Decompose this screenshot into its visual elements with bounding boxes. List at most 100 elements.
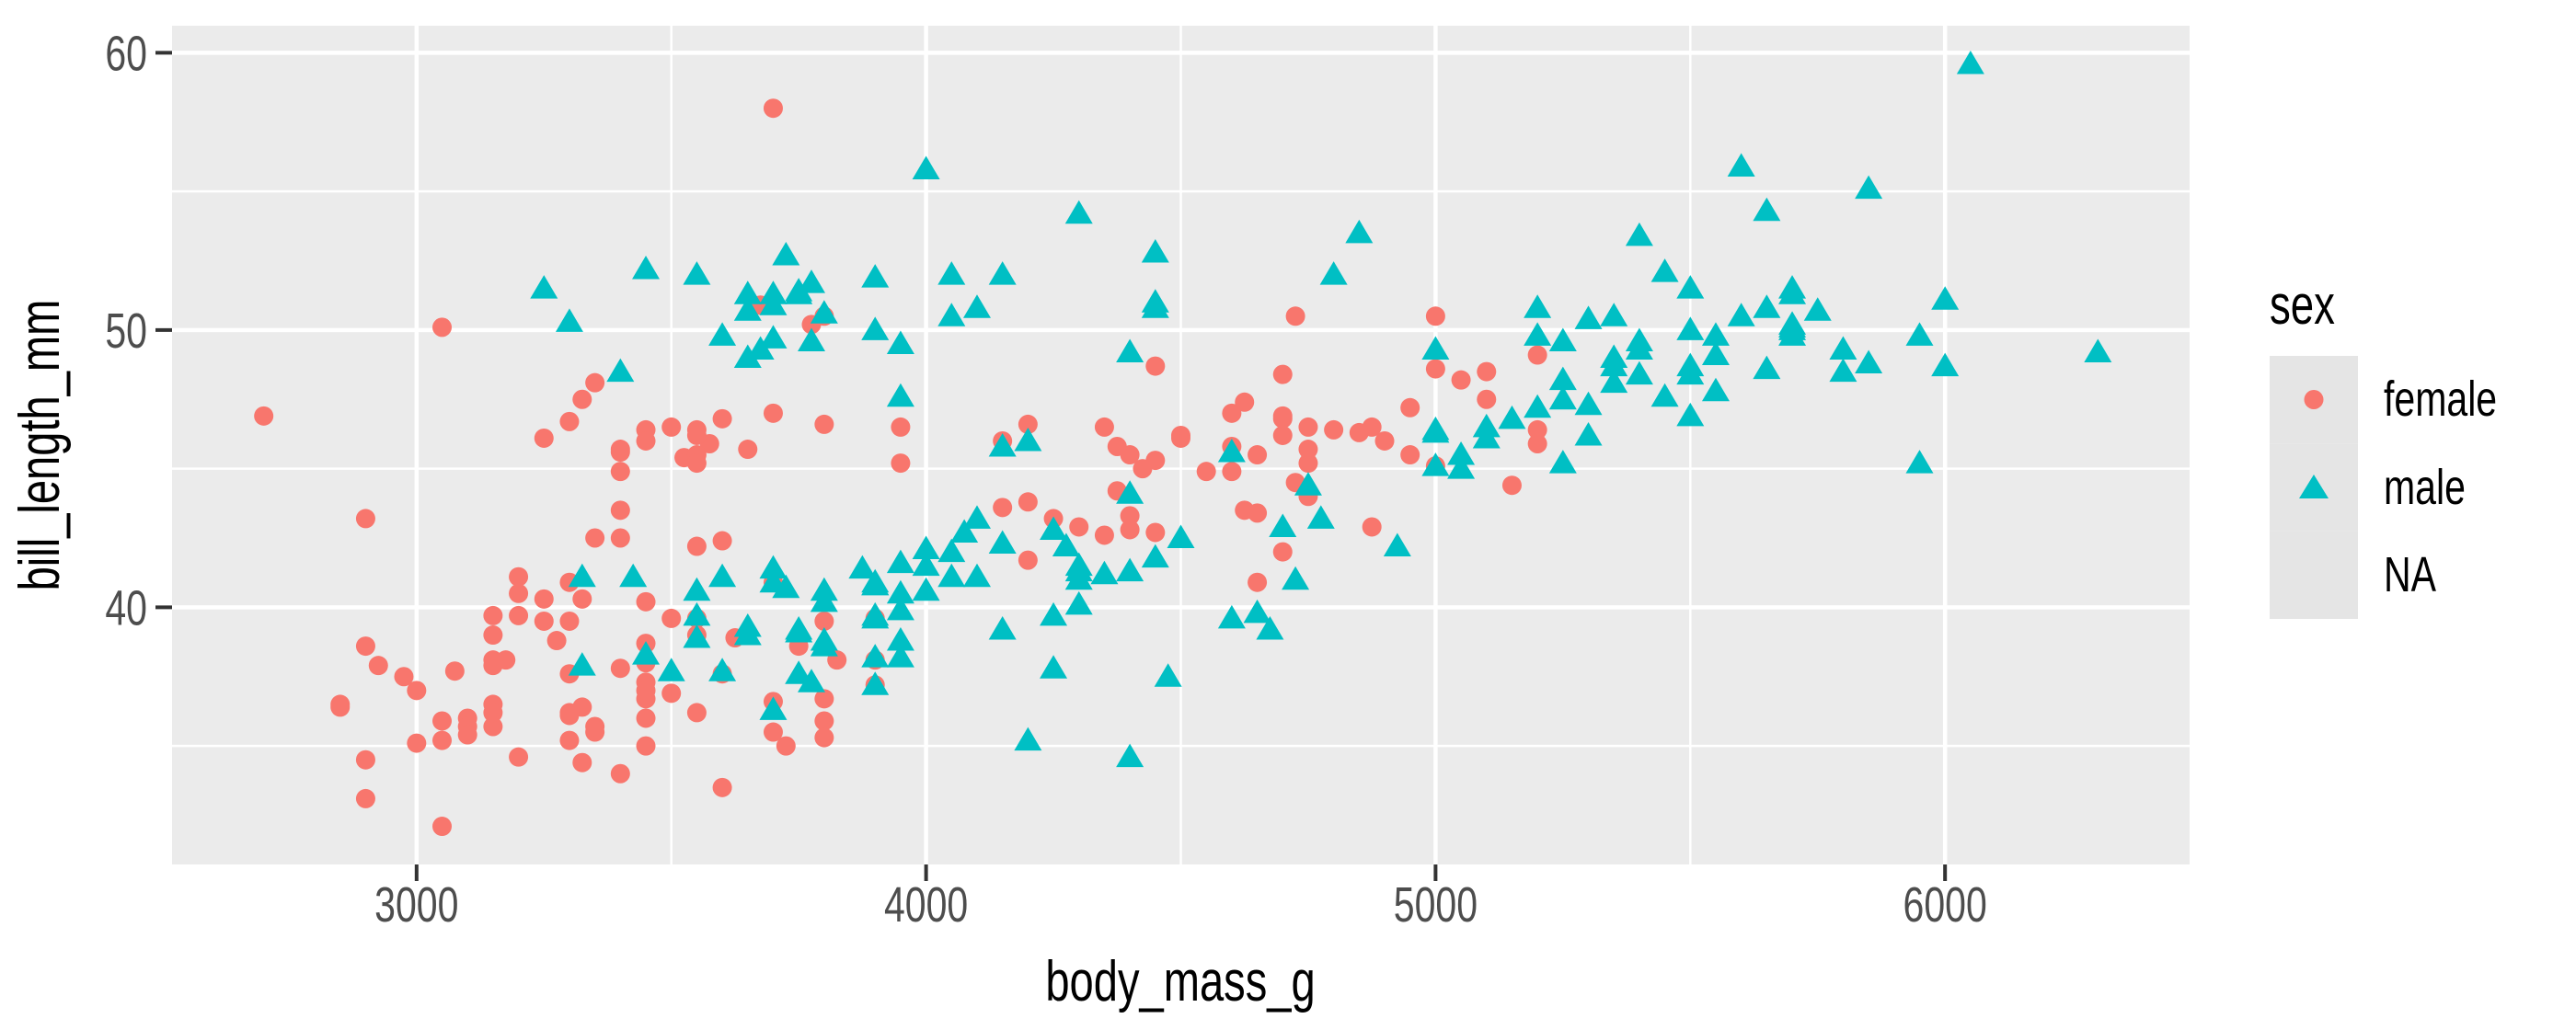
data-point-female xyxy=(1298,417,1318,437)
data-point-male xyxy=(912,155,940,180)
data-point-male xyxy=(1154,663,1182,687)
data-point-male xyxy=(733,344,762,369)
data-point-female xyxy=(610,462,630,482)
data-point-female xyxy=(368,656,388,676)
data-point-female xyxy=(1248,503,1268,523)
data-point-female xyxy=(1285,306,1305,326)
data-point-male xyxy=(1548,327,1577,351)
data-point-male xyxy=(886,549,914,574)
data-point-female xyxy=(457,725,477,745)
data-point-female xyxy=(993,498,1013,518)
data-point-female xyxy=(1248,572,1268,592)
data-point-female xyxy=(712,531,732,551)
data-point-male xyxy=(988,530,1017,555)
data-point-female xyxy=(355,509,375,529)
data-point-male xyxy=(1014,727,1042,751)
data-point-female xyxy=(509,566,529,587)
data-point-female xyxy=(1248,445,1268,465)
data-point-female xyxy=(661,417,682,437)
data-point-female xyxy=(1298,453,1318,474)
data-point-male xyxy=(1676,402,1705,427)
data-point-male xyxy=(1548,385,1577,410)
data-point-male xyxy=(657,658,685,681)
data-point-male xyxy=(1829,336,1857,360)
data-point-female xyxy=(712,408,732,429)
data-point-female xyxy=(330,697,351,717)
data-point-male xyxy=(861,571,890,596)
data-point-female xyxy=(1272,364,1293,384)
data-point-male xyxy=(1701,322,1730,346)
data-point-female xyxy=(610,528,630,548)
data-point-female xyxy=(1501,475,1522,496)
data-point-male xyxy=(708,322,737,346)
data-point-female xyxy=(572,589,592,609)
data-point-male xyxy=(937,303,966,326)
data-point-female xyxy=(1272,542,1293,562)
data-point-male xyxy=(1753,197,1781,222)
data-point-male xyxy=(1701,377,1730,402)
data-point-male xyxy=(912,577,940,601)
data-point-male xyxy=(1217,604,1246,629)
data-point-male xyxy=(861,604,890,629)
data-point-female xyxy=(483,650,503,670)
data-point-male xyxy=(1421,416,1450,441)
data-point-male xyxy=(759,696,788,720)
data-point-female xyxy=(1425,306,1445,326)
data-point-female xyxy=(432,317,453,338)
data-point-female xyxy=(891,417,911,437)
data-point-female xyxy=(585,528,605,548)
data-point-male xyxy=(1600,344,1628,369)
data-point-female xyxy=(610,440,630,460)
data-point-male xyxy=(886,627,914,651)
data-point-female xyxy=(432,711,453,731)
legend-label-female: female xyxy=(2384,372,2497,428)
data-point-male xyxy=(632,641,661,665)
data-point-male xyxy=(1256,615,1284,640)
data-point-female xyxy=(1120,506,1140,526)
data-point-female xyxy=(1298,440,1318,460)
legend: sex female male NA xyxy=(2270,275,2497,619)
legend-label-male: male xyxy=(2384,461,2466,516)
data-point-female xyxy=(814,689,834,709)
data-point-male xyxy=(785,278,813,302)
data-point-male xyxy=(1524,294,1552,318)
data-point-female xyxy=(686,425,707,445)
data-point-male xyxy=(861,671,890,695)
data-point-female xyxy=(763,98,783,119)
data-point-male xyxy=(568,563,596,588)
data-point-male xyxy=(632,256,661,280)
axis-tick-labels: 3000 4000 5000 6000 40 50 60 xyxy=(105,27,1986,933)
data-point-male xyxy=(988,615,1017,640)
data-point-female xyxy=(636,708,656,728)
data-point-female xyxy=(546,631,567,651)
data-point-male xyxy=(1600,369,1628,394)
data-point-male xyxy=(810,588,838,612)
data-point-male xyxy=(1040,516,1068,540)
data-point-female xyxy=(1425,359,1445,379)
data-point-female xyxy=(1145,522,1166,543)
data-point-female xyxy=(1133,459,1153,479)
data-point-female xyxy=(1222,403,1242,423)
data-point-female xyxy=(355,636,375,657)
data-point-female xyxy=(636,736,656,756)
data-point-female xyxy=(572,752,592,772)
data-point-female xyxy=(1400,397,1420,418)
legend-entry-male: male xyxy=(2270,443,2466,532)
data-point-female xyxy=(1349,422,1369,442)
data-point-female xyxy=(686,536,707,556)
data-point-male xyxy=(1778,311,1807,335)
data-point-male xyxy=(1421,336,1450,360)
data-point-female xyxy=(1374,430,1395,451)
data-point-male xyxy=(759,555,788,579)
data-point-male xyxy=(1090,560,1119,585)
data-point-female xyxy=(1171,425,1190,445)
data-point-male xyxy=(1014,427,1042,452)
data-point-male xyxy=(988,261,1017,285)
data-point-male xyxy=(746,336,775,360)
data-point-male xyxy=(1040,601,1068,626)
data-point-female xyxy=(1018,492,1038,512)
data-point-female xyxy=(814,611,834,631)
data-point-male xyxy=(1217,439,1246,463)
data-point-male xyxy=(1650,383,1679,407)
data-point-female xyxy=(407,733,427,753)
